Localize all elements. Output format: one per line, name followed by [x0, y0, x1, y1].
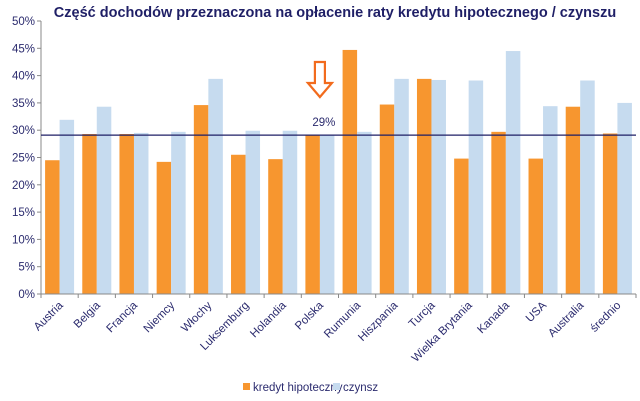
bar-mortgage	[45, 160, 60, 294]
bar-mortgage	[268, 159, 283, 294]
bar-rent	[245, 130, 261, 294]
bar-mortgage	[231, 154, 246, 294]
x-category-label: średnio	[588, 300, 623, 335]
bar-mortgage	[379, 104, 395, 295]
y-tick-label: 50%	[12, 16, 35, 28]
x-category-label: USA	[524, 299, 549, 324]
bar-rent	[580, 80, 595, 294]
legend-label: kredyt hipoteczny	[253, 382, 343, 394]
bar-rent	[96, 106, 112, 294]
bar-mortgage	[156, 161, 172, 294]
y-tick-label: 0%	[18, 289, 35, 301]
y-tick-label: 45%	[12, 43, 35, 55]
y-tick-label: 20%	[12, 180, 35, 192]
bar-mortgage	[491, 131, 506, 294]
x-category-label: Austria	[32, 299, 66, 333]
legend-swatch	[333, 383, 340, 390]
y-tick-label: 5%	[18, 262, 35, 274]
x-category-label: Niemcy	[142, 299, 178, 335]
y-tick-label: 25%	[12, 153, 35, 165]
bar-rent	[59, 119, 75, 295]
bar-rent	[431, 79, 446, 294]
x-category-label: Francja	[104, 299, 140, 335]
bar-mortgage	[119, 134, 134, 294]
bar-mortgage	[416, 78, 432, 294]
x-category-label: Kanada	[475, 299, 512, 336]
y-tick-label: 40%	[12, 71, 35, 83]
bar-mortgage	[305, 135, 320, 294]
bar-mortgage	[528, 158, 544, 294]
x-category-label: Włochy	[179, 299, 214, 334]
bar-mortgage	[82, 134, 97, 294]
bar-rent	[617, 102, 632, 295]
y-tick-label: 15%	[12, 207, 35, 219]
bar-rent	[133, 132, 149, 294]
reference-line-label: 29%	[312, 117, 335, 129]
x-category-label: Turcja	[407, 299, 438, 330]
bar-mortgage	[602, 133, 618, 294]
bar-rent	[282, 130, 298, 294]
x-category-label: Holandia	[248, 299, 289, 340]
bar-rent	[394, 78, 409, 294]
x-category-label: Polska	[293, 299, 326, 332]
bar-mortgage	[342, 49, 358, 294]
bar-mortgage	[454, 158, 469, 294]
legend-label: czynsz	[343, 382, 378, 394]
bar-rent	[468, 80, 484, 294]
x-category-label: Belgia	[72, 299, 104, 331]
y-tick-label: 10%	[12, 234, 35, 246]
legend-swatch	[243, 383, 250, 390]
bar-rent	[543, 106, 558, 295]
down-arrow-icon	[305, 60, 335, 99]
bar-rent	[505, 51, 521, 294]
y-tick-label: 30%	[12, 125, 35, 137]
chart-title: Część dochodów przeznaczona na opłacenie…	[54, 5, 616, 21]
y-tick-label: 35%	[12, 98, 35, 110]
legend: kredyt hipoteczny czynsz	[243, 382, 378, 394]
x-category-label: Australia	[546, 299, 587, 340]
bar-rent	[357, 131, 372, 294]
bar-mortgage	[565, 106, 581, 294]
bar-rent	[319, 135, 335, 294]
bar-mortgage	[193, 105, 209, 294]
x-category-label: Hiszpania	[356, 299, 401, 344]
bar-rent	[171, 131, 186, 294]
bar-rent	[208, 78, 223, 294]
